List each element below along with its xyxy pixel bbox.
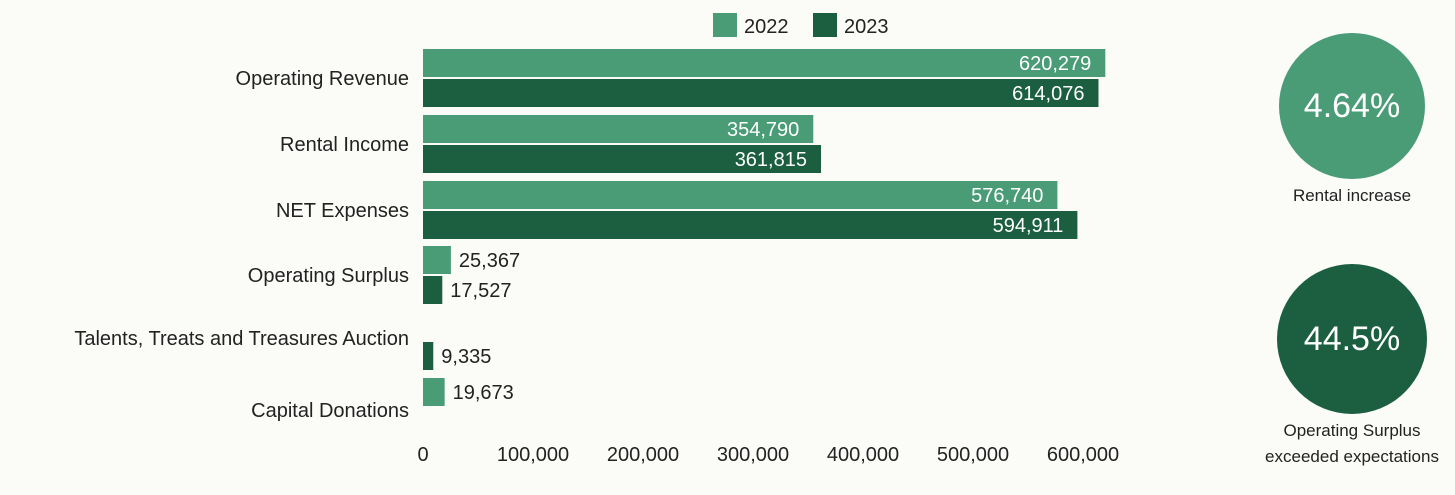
bar-2023 xyxy=(423,211,1078,239)
x-tick-label: 100,000 xyxy=(497,444,569,466)
category-label: Rental Income xyxy=(280,134,409,156)
data-label: 354,790 xyxy=(727,119,799,141)
bar-2022 xyxy=(423,115,814,143)
bar-2022 xyxy=(423,49,1106,77)
legend-label: 2022 xyxy=(744,16,789,38)
data-label: 576,740 xyxy=(971,185,1043,207)
category-label: Talents, Treats and Treasures Auction xyxy=(74,328,409,350)
stat-circle: 4.64% xyxy=(1279,33,1425,179)
stat-label: Operating Surplus exceeded expectations xyxy=(1265,421,1439,466)
stat-value: 44.5% xyxy=(1303,319,1401,358)
bar-chart: 2022 2023 Operating Revenue 620,279 614,076 R… xyxy=(74,13,1119,466)
bar-2022 xyxy=(423,181,1058,209)
x-tick-label: 0 xyxy=(417,444,428,466)
stat-label: Rental increase xyxy=(1292,186,1412,205)
data-label: 19,673 xyxy=(453,382,514,404)
data-label: 594,911 xyxy=(993,215,1064,237)
bar-2023 xyxy=(423,276,443,304)
legend-swatch xyxy=(713,13,737,37)
legend-swatch xyxy=(813,13,837,37)
bar-2023 xyxy=(423,79,1099,107)
x-tick-label: 200,000 xyxy=(607,444,679,466)
data-label: 9,335 xyxy=(441,346,491,368)
x-tick-label: 500,000 xyxy=(937,444,1009,466)
data-label: 614,076 xyxy=(1012,83,1084,105)
stat-value: 4.64% xyxy=(1303,86,1401,125)
stat-operating-surplus: 44.5% Operating Surplus exceeded expecta… xyxy=(1256,264,1448,470)
data-label: 25,367 xyxy=(459,250,520,272)
x-tick-label: 400,000 xyxy=(827,444,899,466)
legend-label: 2023 xyxy=(844,16,889,38)
category-label: Operating Surplus xyxy=(248,265,409,287)
x-tick-label: 300,000 xyxy=(717,444,789,466)
bar-2023 xyxy=(423,145,821,173)
bar-2022 xyxy=(423,378,445,406)
stat-rental-increase: 4.64% Rental increase xyxy=(1262,33,1442,209)
bar-2023 xyxy=(423,342,434,370)
bar-2022 xyxy=(423,246,451,274)
x-tick-label: 600,000 xyxy=(1047,444,1119,466)
data-label: 361,815 xyxy=(735,149,807,171)
category-label: Operating Revenue xyxy=(236,68,409,90)
category-label: Capital Donations xyxy=(251,400,409,422)
stat-circle: 44.5% xyxy=(1277,264,1427,414)
data-label: 17,527 xyxy=(450,280,511,302)
data-label: 620,279 xyxy=(1019,53,1091,75)
category-label: NET Expenses xyxy=(276,200,409,222)
